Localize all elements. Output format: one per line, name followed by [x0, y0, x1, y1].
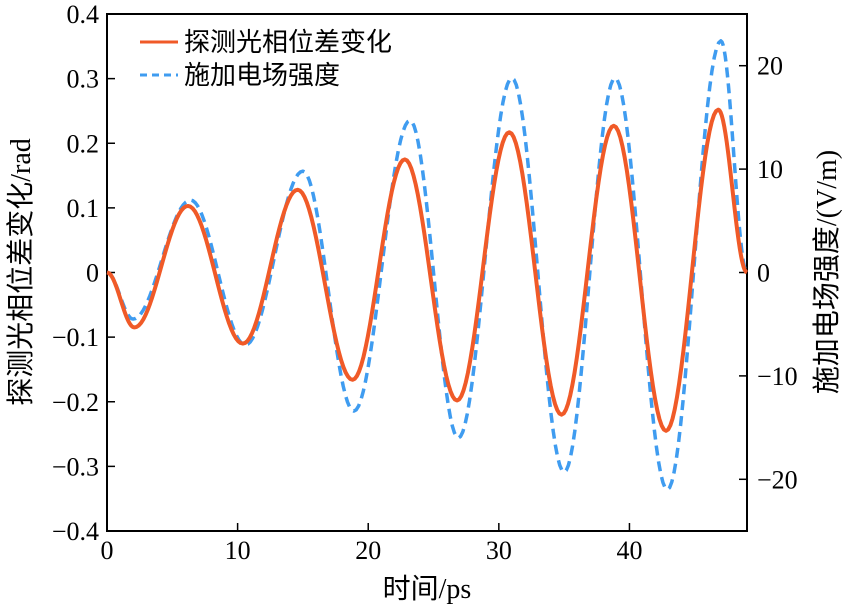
y-tick-label-left: −0.3 — [52, 452, 99, 481]
y-tick-label-left: 0.3 — [67, 65, 100, 94]
y-tick-label-left: −0.1 — [52, 323, 99, 352]
plot-frame — [106, 13, 748, 532]
y-tick-label-right: −20 — [757, 465, 798, 494]
y-tick-label-right: 0 — [757, 259, 770, 288]
x-tick-label: 0 — [101, 536, 114, 565]
y-tick-label-right: 10 — [757, 155, 783, 184]
x-axis-label: 时间/ps — [383, 573, 472, 605]
y-tick-label-left: 0.2 — [67, 129, 100, 158]
y-tick-label-left: 0 — [86, 259, 99, 288]
y-tick-label-left: 0.1 — [67, 194, 100, 223]
x-tick-label: 30 — [486, 536, 512, 565]
legend: 探测光相位差变化 施加电场强度 — [140, 28, 392, 90]
y-tick-label-left: 0.4 — [67, 0, 100, 29]
x-tick-label: 20 — [355, 536, 381, 565]
ticks-layer: 0 10 20 30 40 0.4 0.3 0.2 0.1 0 −0.1 −0.2 −0.3 −0.4 20… — [52, 0, 798, 565]
y-axis-label-left: 探测光相位差变化/rad — [5, 138, 37, 406]
y-axis-label-right: 施加电场强度/(V/m) — [811, 150, 843, 394]
legend-label-phase: 探测光相位差变化 — [184, 28, 392, 57]
legend-label-field: 施加电场强度 — [184, 61, 340, 90]
series-line-phase — [106, 107, 749, 433]
y-tick-label-right: 20 — [757, 52, 783, 81]
series-layer — [106, 39, 749, 492]
series-line-field — [106, 39, 749, 492]
y-tick-label-left: −0.4 — [52, 517, 99, 546]
x-tick-label: 40 — [616, 536, 642, 565]
x-tick-label: 10 — [225, 536, 251, 565]
y-tick-label-right: −10 — [757, 362, 798, 391]
y-tick-label-left: −0.2 — [52, 388, 99, 417]
